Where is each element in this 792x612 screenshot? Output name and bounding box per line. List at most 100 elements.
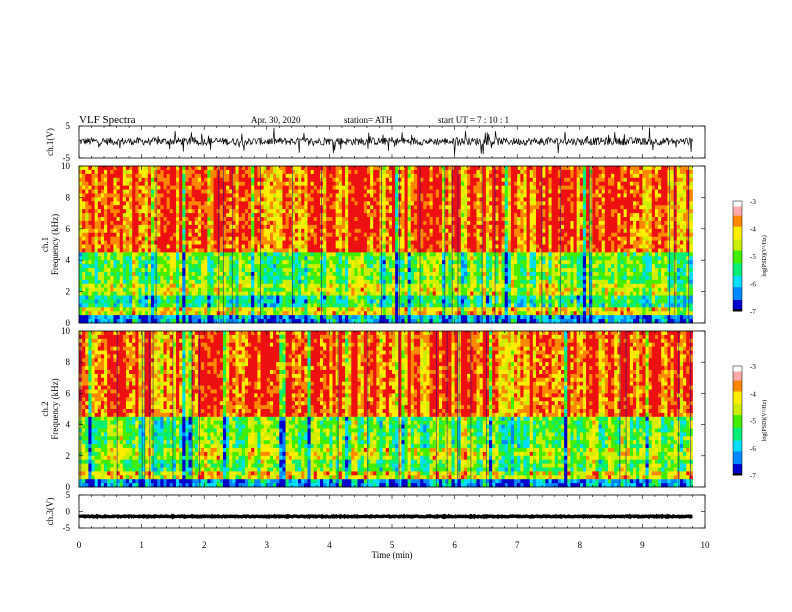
ch1-spectrogram-cell bbox=[201, 271, 205, 277]
ch1-spectrogram-cell bbox=[116, 279, 121, 285]
ch1-spectrogram-cell bbox=[407, 264, 412, 269]
ch1-spectrogram-cell bbox=[351, 279, 355, 285]
ch1-spectrogram-cell bbox=[129, 283, 133, 289]
ch1-spectrogram-cell bbox=[160, 299, 164, 304]
ch1-spectrogram-cell bbox=[116, 185, 121, 190]
ch1-spectrogram-cell bbox=[107, 193, 111, 198]
ch1-spectrogram-cell bbox=[310, 209, 315, 214]
ch1-spectrogram-cell bbox=[435, 193, 440, 198]
ch1-spectrogram-cell bbox=[457, 177, 462, 183]
ch1-spectrogram-cell bbox=[197, 193, 202, 198]
ch1-spectrogram-cell bbox=[435, 287, 440, 293]
ch1-spectrogram-cell bbox=[88, 315, 92, 320]
ch1-spectrogram-cell bbox=[457, 315, 462, 320]
ch1-spectrogram-cell bbox=[282, 209, 286, 214]
ch1-spectrogram-cell bbox=[282, 315, 286, 320]
ch1-spectrogram-cell bbox=[357, 185, 362, 190]
ch1-spectrogram-cell bbox=[222, 177, 227, 183]
ch1-spectrogram-cell bbox=[348, 181, 352, 187]
ch1-spectrogram-cell bbox=[97, 232, 102, 238]
ch1-spectrogram-cell bbox=[417, 311, 421, 316]
ch1-spectrogram-cell bbox=[307, 181, 312, 187]
ch1-spectrogram-cell bbox=[420, 173, 424, 179]
ch1-spectrogram-cell bbox=[248, 283, 252, 289]
ch1-spectrogram-cell bbox=[179, 256, 183, 261]
ch1-spectrogram-cell bbox=[413, 201, 418, 206]
ch1-spectrogram-cell bbox=[404, 228, 409, 234]
ch1-spectrogram-cell bbox=[357, 232, 362, 238]
ch1-spectrogram-cell bbox=[110, 205, 114, 210]
ch1-spectrogram-cell bbox=[420, 279, 424, 285]
ch1-spectrogram-cell bbox=[282, 189, 286, 194]
ch1-spectrogram-cell bbox=[91, 213, 96, 218]
ch1-spectrogram-cell bbox=[232, 303, 236, 308]
ch1-spectrogram-cell bbox=[88, 319, 92, 324]
ch1-spectrogram-cell bbox=[341, 228, 346, 234]
ch1-spectrogram-cell bbox=[144, 166, 149, 171]
ch1-spectrogram-cell bbox=[204, 252, 208, 257]
ch1-spectrogram-cell bbox=[276, 205, 280, 210]
ch1-spectrogram-cell bbox=[354, 177, 358, 183]
ch1-spectrogram-cell bbox=[323, 220, 327, 226]
ch1-spectrogram-cell bbox=[213, 283, 218, 289]
ch1-spectrogram-cell bbox=[357, 319, 362, 324]
ch1-spectrogram-cell bbox=[157, 173, 161, 179]
ch1-spectrogram-cell bbox=[257, 275, 261, 281]
ch1-spectrogram-cell bbox=[188, 193, 193, 198]
ch1-spectrogram-cell bbox=[423, 315, 427, 320]
ch1-spectrogram-cell bbox=[204, 232, 208, 238]
ch1-spectrogram-cell bbox=[357, 283, 362, 289]
ch1-spectrogram-cell bbox=[229, 268, 233, 273]
ch1-spectrogram-cell bbox=[141, 201, 146, 206]
ch1-spectrogram-cell bbox=[166, 268, 171, 273]
ch1-spectrogram-cell bbox=[335, 279, 340, 285]
ch1-spectrogram-cell bbox=[401, 287, 405, 293]
ch1-spectrogram-cell bbox=[301, 240, 305, 245]
ch1-spectrogram-cell bbox=[457, 256, 462, 261]
ch1-spectrogram-cell bbox=[360, 252, 365, 257]
ch1-spectrogram-cell bbox=[238, 181, 243, 187]
ch1-spectrogram-cell bbox=[150, 185, 155, 190]
ch1-spectrogram-cell bbox=[97, 311, 102, 316]
ch1-spectrogram-cell bbox=[213, 275, 218, 281]
ch1-spectrogram-cell bbox=[438, 268, 443, 273]
ch1-spectrogram-cell bbox=[169, 232, 174, 238]
ch1-spectrogram-cell bbox=[313, 173, 318, 179]
ch1-spectrogram-cell bbox=[241, 271, 246, 277]
ch1-spectrogram-cell bbox=[373, 279, 377, 285]
ch1-spectrogram-cell bbox=[338, 256, 343, 261]
ch1-spectrogram-cell bbox=[241, 264, 246, 269]
ch1-spectrogram-cell bbox=[326, 197, 330, 202]
ch1-spectrogram-cell bbox=[129, 264, 133, 269]
ch1-spectrogram-cell bbox=[404, 173, 409, 179]
ch1-spectrogram-cell bbox=[366, 275, 371, 281]
ch1-spectrogram-cell bbox=[285, 279, 290, 285]
ch1-spectrogram-cell bbox=[248, 311, 252, 316]
ch1-spectrogram-cell bbox=[298, 169, 302, 175]
ch1-spectrogram-cell bbox=[144, 260, 149, 265]
ch1-spectrogram-cell bbox=[138, 244, 142, 249]
ch1-spectrogram-cell bbox=[429, 311, 434, 316]
ch1-spectrogram-cell bbox=[310, 197, 315, 202]
ch1-spectrogram-cell bbox=[263, 279, 268, 285]
ch1-spectrogram-cell bbox=[132, 303, 136, 308]
ch1-spectrogram-cell bbox=[110, 181, 114, 187]
ch1-spectrogram-cell bbox=[194, 260, 199, 265]
ch1-spectrogram-cell bbox=[229, 220, 233, 226]
ch1-spectrogram-cell bbox=[351, 283, 355, 289]
ch1-spectrogram-cell bbox=[88, 205, 92, 210]
ch1-spectrogram-cell bbox=[432, 181, 437, 187]
ch1-spectrogram-cell bbox=[91, 217, 96, 222]
ch1-spectrogram-cell bbox=[150, 205, 155, 210]
ch1-spectrogram-cell bbox=[360, 244, 365, 249]
ch1-spectrogram-cell bbox=[207, 232, 211, 238]
ch1-spectrogram-cell bbox=[326, 205, 330, 210]
ch1-spectrogram-cell bbox=[354, 268, 358, 273]
ch1-spectrogram-cell bbox=[213, 224, 218, 230]
ch1-spectrogram-cell bbox=[226, 291, 230, 296]
ch1-spectrogram-cell bbox=[129, 256, 133, 261]
ch1-spectrogram-cell bbox=[451, 189, 455, 194]
ch1-spectrogram-cell bbox=[241, 303, 246, 308]
ch1-spectrogram-cell bbox=[129, 275, 133, 281]
ch1-spectrogram-cell bbox=[269, 209, 274, 214]
